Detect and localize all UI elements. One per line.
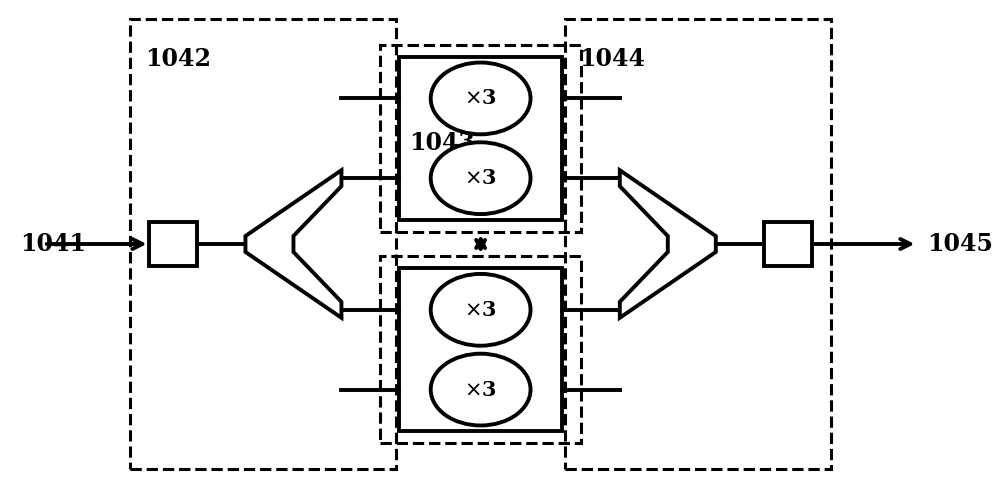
- Ellipse shape: [431, 354, 531, 426]
- Bar: [565, 19, 831, 469]
- Bar: [764, 222, 812, 266]
- Text: 1045: 1045: [927, 232, 993, 256]
- Text: $\times$3: $\times$3: [464, 380, 497, 400]
- Polygon shape: [245, 170, 341, 318]
- Bar: [380, 44, 581, 232]
- Text: $\times$3: $\times$3: [464, 168, 497, 188]
- Bar: [399, 268, 562, 431]
- Ellipse shape: [431, 274, 531, 346]
- Text: 1044: 1044: [579, 46, 645, 71]
- Text: 1041: 1041: [20, 232, 86, 256]
- Text: 1042: 1042: [145, 46, 211, 71]
- Ellipse shape: [431, 142, 531, 214]
- Bar: [399, 57, 562, 220]
- Ellipse shape: [431, 62, 531, 134]
- Text: $\times$3: $\times$3: [464, 88, 497, 108]
- Text: 1043: 1043: [409, 131, 475, 155]
- Polygon shape: [620, 170, 716, 318]
- Bar: [380, 256, 581, 444]
- Bar: [149, 222, 197, 266]
- Bar: [130, 19, 396, 469]
- Text: $\times$3: $\times$3: [464, 300, 497, 320]
